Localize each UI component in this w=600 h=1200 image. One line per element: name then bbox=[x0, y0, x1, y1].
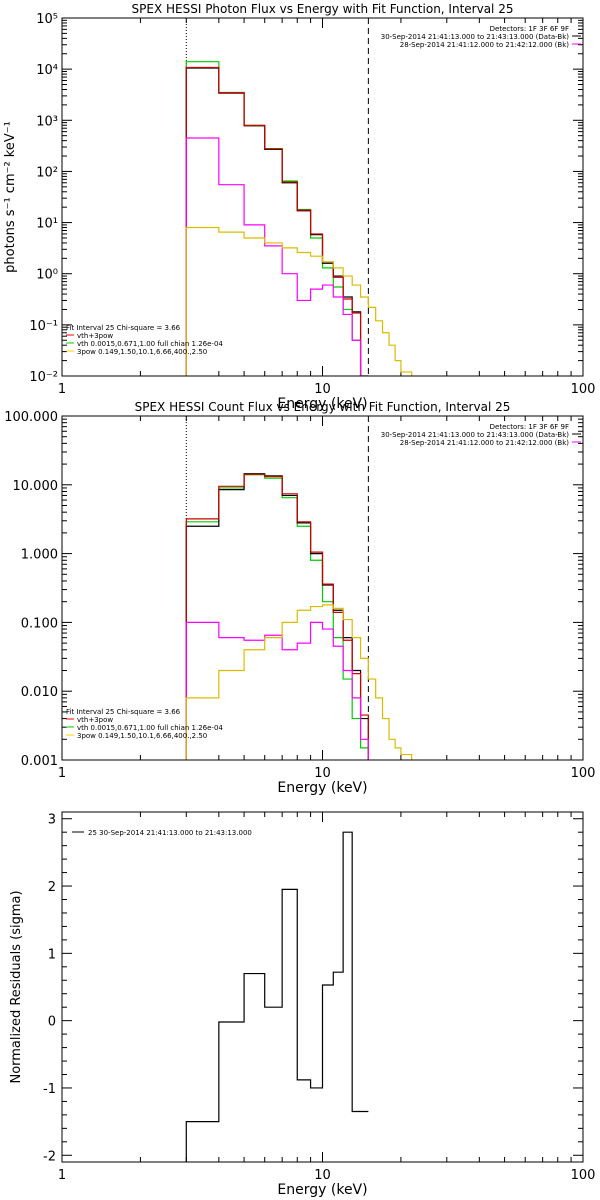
legend-entry: 3pow 0.149,1.50,10.1,6.66,400.,2.50 bbox=[77, 732, 207, 740]
y-tick-label: 3 bbox=[48, 813, 56, 828]
y-axis-label: photons s⁻¹ cm⁻² keV⁻¹ bbox=[3, 121, 18, 273]
plot-frame bbox=[61, 811, 584, 1163]
legend-entry: Detectors: 1F 3F 6F 9F bbox=[490, 423, 569, 431]
series-line-1 bbox=[185, 831, 369, 1162]
series-group bbox=[185, 831, 369, 1162]
series-line-5 bbox=[185, 226, 413, 376]
x-tick-label: 1 bbox=[58, 382, 66, 397]
legend-entry: Fit Interval 25 Chi-square = 3.66 bbox=[66, 708, 181, 716]
x-axis-label: Energy (keV) bbox=[277, 1182, 367, 1198]
legend-entry: 28-Sep-2014 21:41:12.000 to 21:42:12.000… bbox=[400, 41, 570, 49]
legend-entry: vth+3pow bbox=[77, 332, 113, 340]
series-line-3 bbox=[185, 473, 369, 760]
legend-entry: 28-Sep-2014 21:41:12.000 to 21:42:12.000… bbox=[400, 439, 570, 447]
legend-entry: 25 30-Sep-2014 21:41:13.000 to 21:43:13.… bbox=[88, 829, 252, 837]
x-tick-label: 10 bbox=[314, 766, 331, 781]
y-tick-label: 0.001 bbox=[21, 754, 58, 769]
series-line-2 bbox=[185, 473, 369, 760]
legend-entry: Fit Interval 25 Chi-square = 3.66 bbox=[66, 324, 181, 332]
y-tick-label: 0.100 bbox=[21, 616, 58, 631]
legend-entry: 30-Sep-2014 21:41:13.000 to 21:43:13.000… bbox=[381, 431, 570, 439]
x-axis-label: Energy (keV) bbox=[277, 396, 367, 412]
legend-entry: vth+3pow bbox=[77, 716, 113, 724]
y-tick-label: 1 bbox=[48, 947, 56, 962]
y-tick-label: 10.000 bbox=[13, 479, 59, 494]
y-tick-label: -2 bbox=[43, 1149, 56, 1164]
chart-panel-1: SPEX HESSI Photon Flux vs Energy with Fi… bbox=[3, 2, 595, 412]
x-tick-label: 100 bbox=[571, 766, 596, 781]
legend-entry: 3pow 0.149,1.50,10.1,6.66,400.,2.50 bbox=[77, 348, 207, 356]
legend-entry: vth 0.0015,0.671,1.00 full chian 1.26e-0… bbox=[77, 724, 223, 732]
x-tick-label: 10 bbox=[314, 1168, 331, 1183]
x-tick-label: 1 bbox=[58, 1168, 66, 1183]
y-tick-label: 10⁰ bbox=[36, 268, 58, 283]
plot-frame bbox=[61, 17, 584, 377]
x-tick-label: 100 bbox=[571, 382, 596, 397]
y-axis-label: Normalized Residuals (sigma) bbox=[9, 890, 24, 1083]
y-tick-label: 10² bbox=[36, 165, 58, 180]
y-tick-label: 10¹ bbox=[36, 217, 58, 232]
chart-title: SPEX HESSI Count Flux vs Energy with Fit… bbox=[135, 400, 511, 414]
series-line-1 bbox=[185, 61, 369, 376]
y-tick-label: 10³ bbox=[36, 114, 58, 129]
legend-entry: vth 0.0015,0.671,1.00 full chian 1.26e-0… bbox=[77, 340, 223, 348]
y-tick-label: 10⁵ bbox=[36, 12, 58, 27]
y-tick-label: 1.000 bbox=[21, 548, 58, 563]
y-tick-label: 10⁻¹ bbox=[29, 319, 58, 334]
legend-entry: 30-Sep-2014 21:41:13.000 to 21:43:13.000… bbox=[381, 33, 570, 41]
series-line-1 bbox=[185, 474, 369, 760]
y-tick-label: 100.000 bbox=[4, 410, 58, 425]
y-tick-label: 0 bbox=[48, 1015, 56, 1030]
x-tick-label: 1 bbox=[58, 766, 66, 781]
y-tick-label: 10⁴ bbox=[36, 63, 58, 78]
series-group bbox=[185, 61, 413, 376]
series-line-5 bbox=[185, 604, 413, 760]
chart-panel-3: 1 10 100 -2 -1 0 1 2 3 Energy (keV) Normalized Res… bbox=[9, 811, 596, 1198]
y-tick-label: 10⁻² bbox=[29, 370, 58, 385]
x-tick-label: 100 bbox=[571, 1168, 596, 1183]
x-axis-label: Energy (keV) bbox=[277, 780, 367, 796]
chart-panel-2: SPEX HESSI Count Flux vs Energy with Fit… bbox=[4, 400, 595, 796]
y-tick-label: 2 bbox=[48, 880, 56, 895]
y-tick-label: 0.010 bbox=[21, 685, 58, 700]
y-tick-label: -1 bbox=[43, 1082, 56, 1097]
plot-frame bbox=[61, 415, 584, 761]
series-line-4 bbox=[185, 137, 369, 376]
series-line-3 bbox=[185, 66, 362, 376]
chart-title: SPEX HESSI Photon Flux vs Energy with Fi… bbox=[132, 2, 514, 16]
legend-entry: Detectors: 1F 3F 6F 9F bbox=[490, 25, 569, 33]
series-line-2 bbox=[185, 67, 362, 376]
series-group bbox=[185, 473, 413, 760]
x-tick-label: 10 bbox=[314, 382, 331, 397]
series-line-4 bbox=[185, 621, 369, 760]
